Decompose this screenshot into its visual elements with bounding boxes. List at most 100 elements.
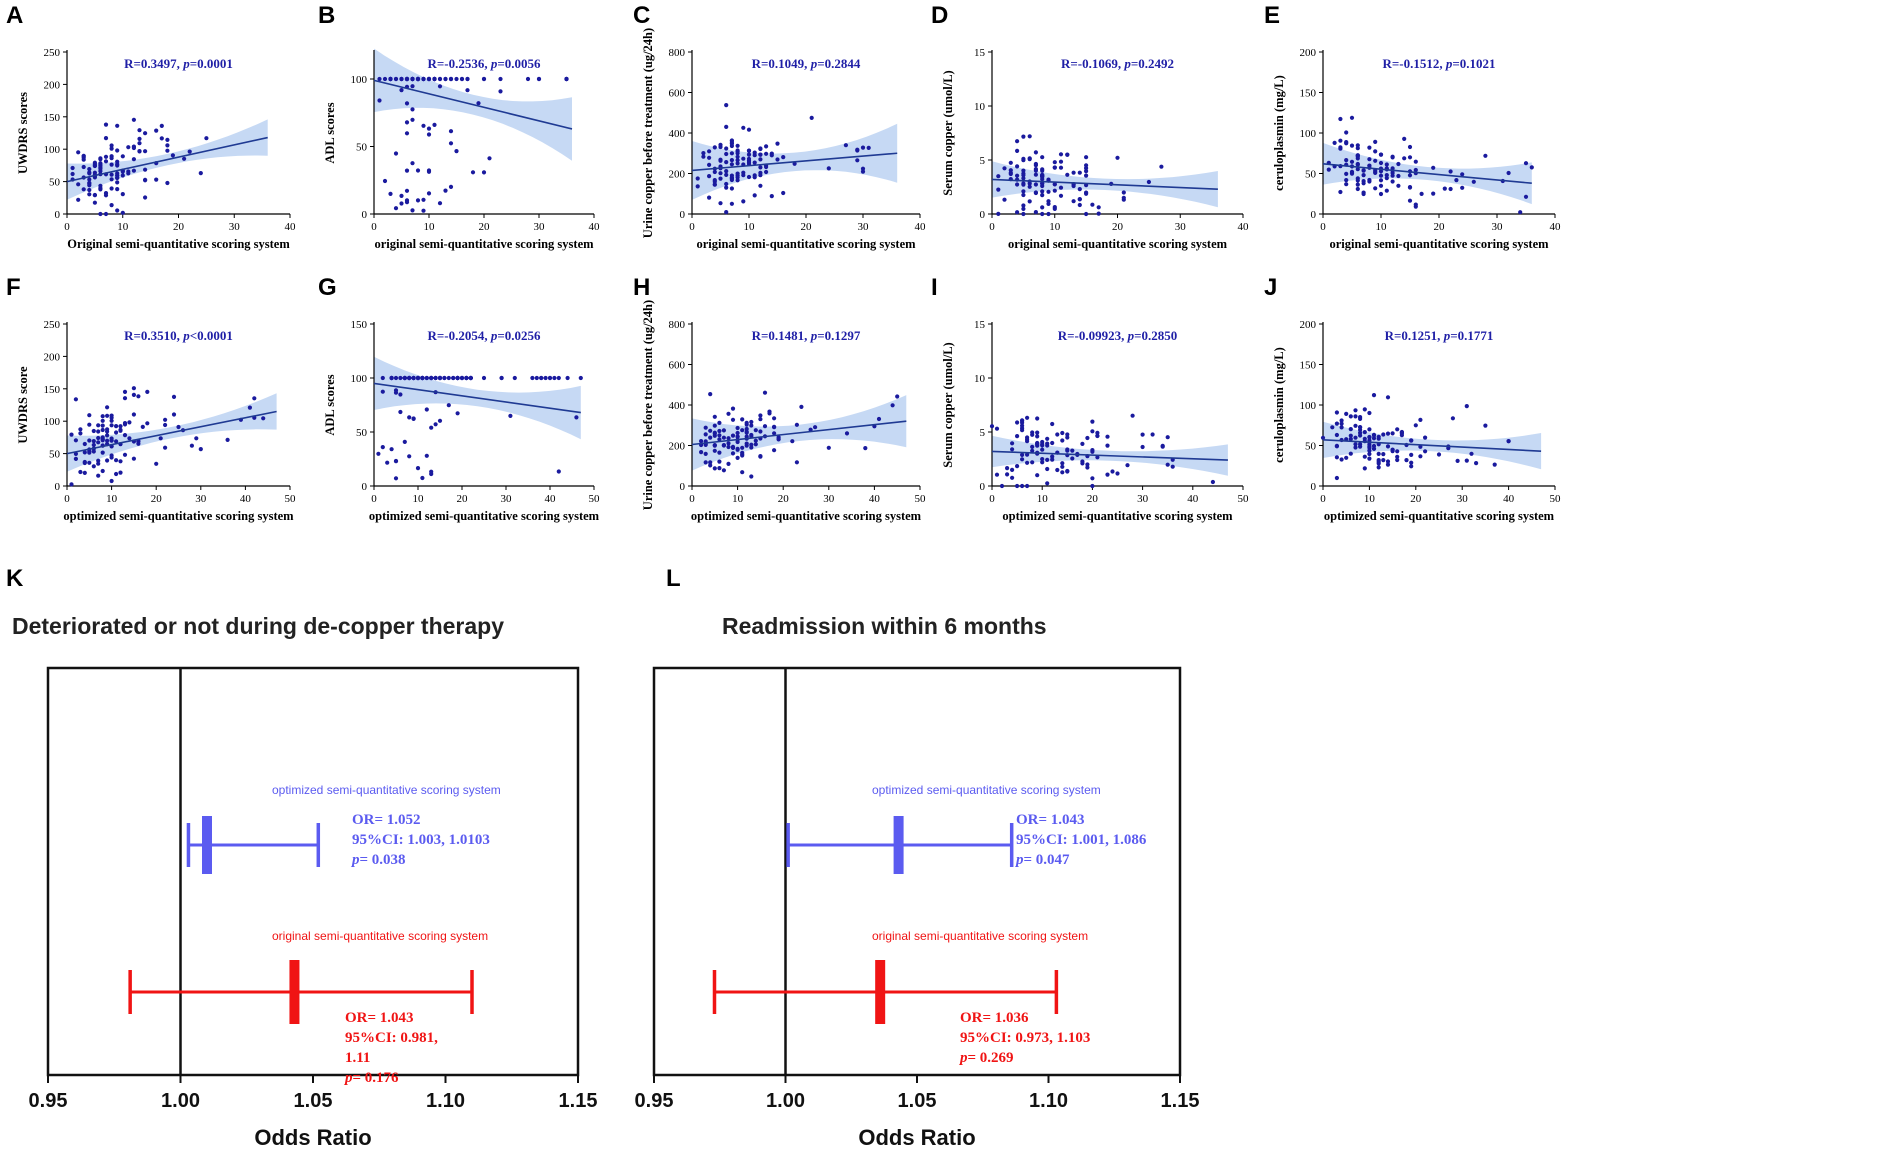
data-point: [1396, 173, 1401, 179]
data-point: [114, 458, 119, 463]
x-tick-label: 20: [1087, 493, 1099, 505]
data-point: [437, 201, 443, 206]
data-point: [1483, 423, 1488, 428]
data-point: [1436, 452, 1442, 457]
data-point: [1344, 130, 1349, 135]
data-point: [1033, 172, 1038, 177]
data-point: [703, 432, 708, 437]
data-point: [103, 122, 109, 127]
data-point: [393, 151, 399, 156]
data-point: [481, 76, 487, 82]
data-point: [1338, 116, 1343, 122]
correlation-annotation: R=-0.09923, p=0.2850: [1058, 328, 1178, 343]
data-point: [404, 120, 410, 125]
y-tick-label: 50: [1305, 169, 1317, 181]
data-point: [1020, 423, 1025, 428]
data-point: [393, 459, 399, 464]
data-point: [415, 466, 421, 471]
data-point: [741, 156, 746, 161]
data-point: [712, 466, 717, 471]
y-axis-label: Serum copper (umol/L): [941, 342, 955, 467]
data-point: [1469, 451, 1474, 456]
x-tick-label: 0: [64, 493, 70, 505]
data-point: [1373, 149, 1378, 154]
data-point: [724, 151, 729, 157]
data-point: [96, 458, 101, 463]
data-point: [1373, 158, 1378, 163]
data-point: [726, 461, 731, 466]
row-label: original semi-quantitative scoring syste…: [272, 929, 488, 943]
data-point: [87, 413, 92, 418]
data-point: [708, 460, 713, 465]
data-point: [448, 184, 454, 189]
y-tick-label: 200: [1300, 47, 1317, 59]
data-point: [1052, 165, 1057, 170]
panel-h-scatter: H 0 10 20 30 40 50 0 200 400 600 800 R=0.1481, p=0.1…: [633, 274, 926, 523]
regression-line: [1322, 439, 1542, 452]
data-point: [1390, 179, 1395, 184]
data-point: [1115, 471, 1120, 476]
data-point: [103, 191, 109, 196]
data-point: [96, 440, 101, 445]
data-point: [398, 375, 403, 381]
data-point: [895, 394, 900, 399]
data-point: [424, 407, 429, 412]
data-point: [1361, 168, 1366, 173]
y-tick-label: 200: [669, 169, 686, 181]
data-point: [105, 458, 110, 463]
data-point: [389, 375, 394, 381]
data-point: [1030, 444, 1035, 449]
x-tick-label: 20: [457, 493, 469, 505]
data-point: [87, 187, 92, 193]
data-point: [118, 428, 123, 433]
data-point: [701, 154, 706, 159]
data-point: [92, 193, 97, 198]
data-point: [432, 76, 437, 82]
x-tick-label: 10: [106, 493, 118, 505]
data-point: [393, 375, 399, 381]
data-point: [1423, 449, 1428, 454]
data-point: [1418, 417, 1423, 422]
data-point: [1376, 434, 1381, 439]
data-point: [398, 409, 403, 415]
data-point: [96, 429, 101, 434]
data-point: [198, 171, 203, 176]
data-point: [81, 153, 86, 158]
data-point: [794, 422, 800, 427]
data-point: [426, 132, 432, 137]
panel-label: K: [6, 565, 24, 592]
data-point: [481, 170, 487, 175]
data-point: [1390, 447, 1395, 452]
data-point: [996, 211, 1001, 216]
data-point: [707, 174, 712, 179]
data-point: [1334, 475, 1339, 481]
data-point: [1105, 443, 1110, 448]
data-point: [718, 158, 723, 163]
data-point: [764, 151, 769, 156]
data-point: [1355, 176, 1360, 181]
data-point: [1030, 448, 1035, 453]
data-point: [1396, 183, 1401, 188]
data-point: [1344, 140, 1349, 145]
x-tick-label: 1.00: [161, 1090, 200, 1112]
data-point: [1040, 168, 1045, 173]
data-point: [1050, 421, 1055, 427]
data-point: [1349, 169, 1355, 174]
data-point: [1040, 211, 1045, 217]
data-point: [1431, 165, 1436, 170]
x-tick-label: 30: [534, 221, 546, 233]
data-point: [1390, 431, 1395, 436]
data-point: [1332, 140, 1337, 145]
data-point: [114, 424, 119, 429]
regression-line: [991, 450, 1228, 461]
data-point: [712, 169, 717, 175]
data-point: [398, 392, 403, 397]
data-point: [1045, 436, 1050, 441]
data-point: [1040, 457, 1045, 462]
data-point: [171, 394, 177, 399]
data-point: [1077, 202, 1082, 208]
data-point: [1413, 167, 1418, 173]
data-point: [1367, 434, 1372, 440]
y-tick-label: 0: [980, 209, 986, 221]
y-tick-label: 100: [1300, 400, 1317, 412]
